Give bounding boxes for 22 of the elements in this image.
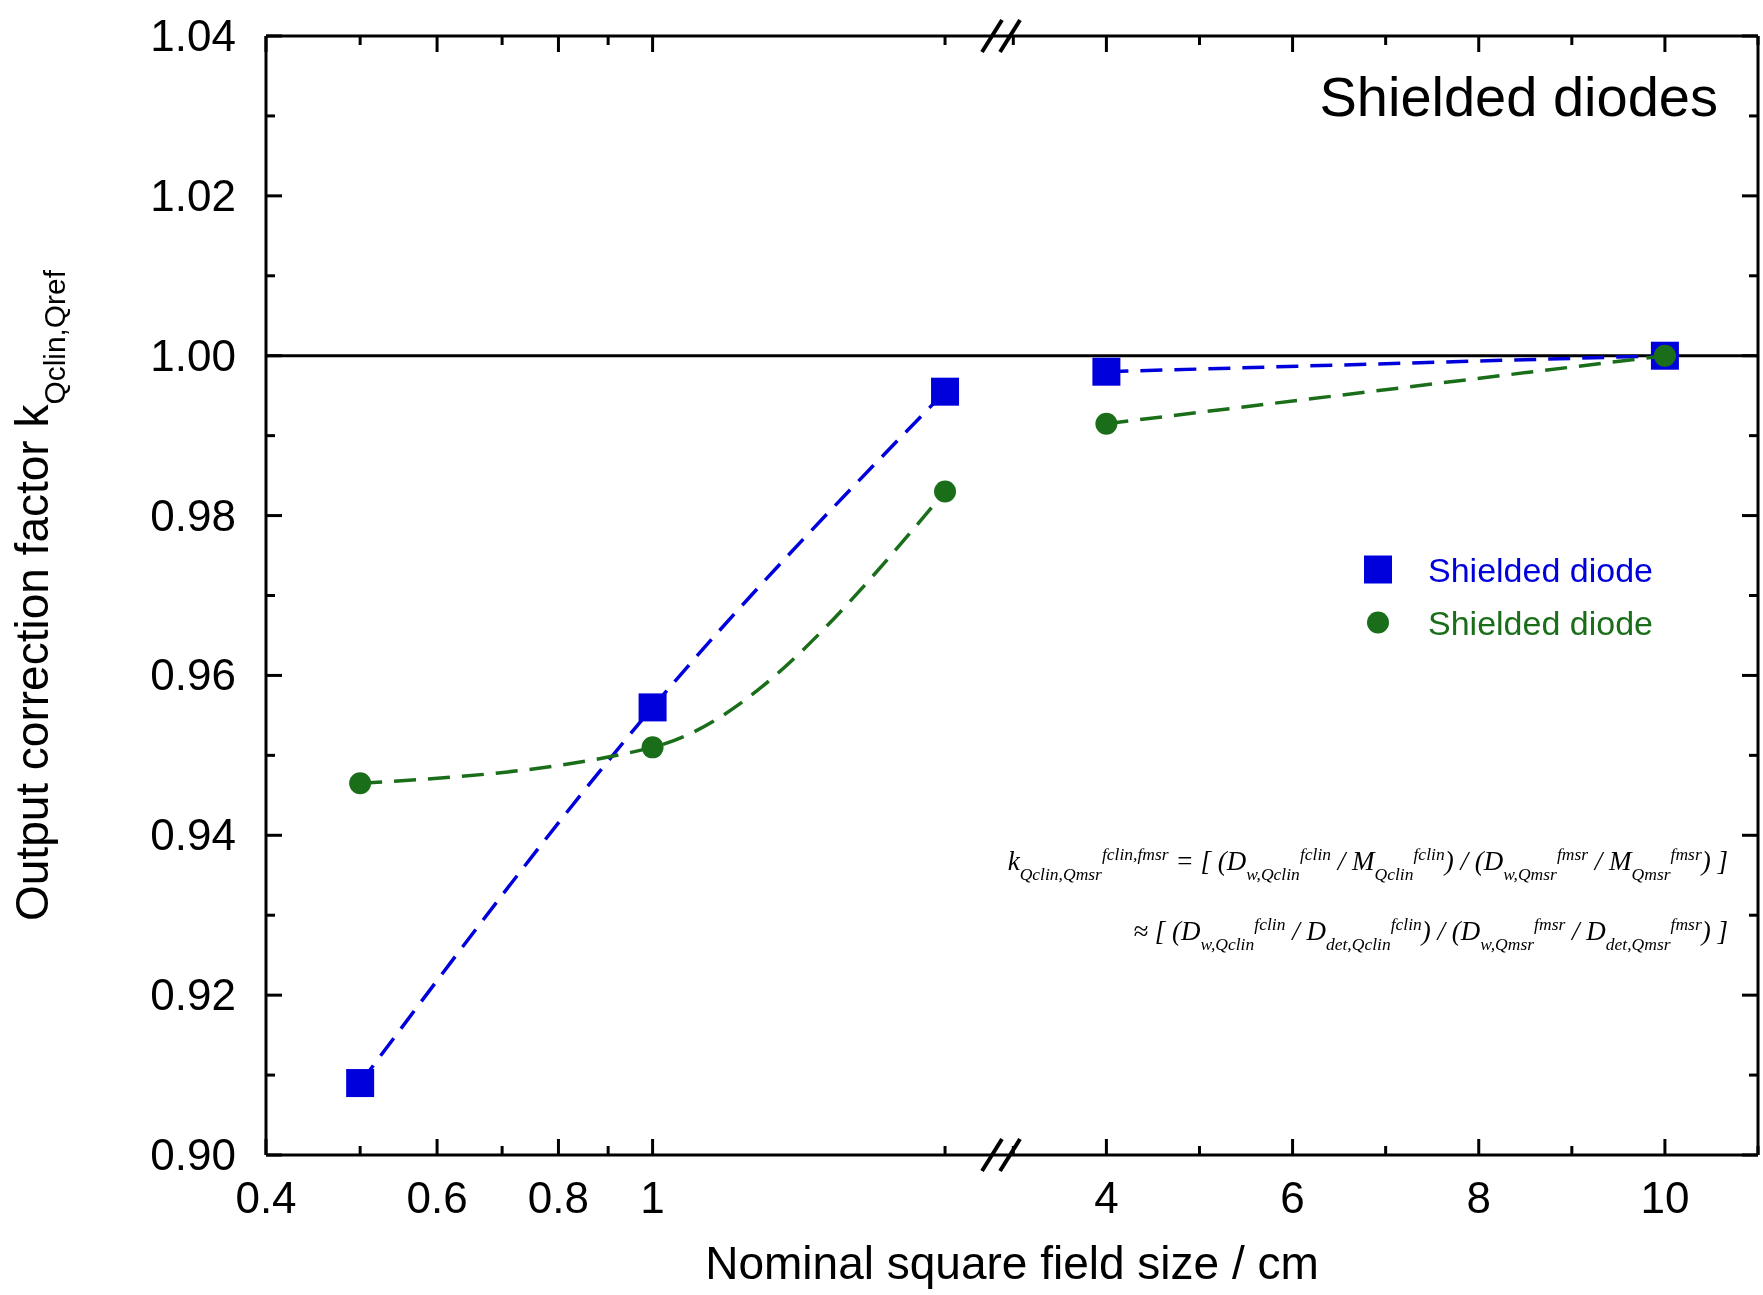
text: ≈ [ (D$_{w,Qclin}$$^{fclin}$ / D$_{det,Qclin}$$^{fclin}$) / (D$_{w,Qmsr}$$^{fmsr}$ / D$_{det,Qmsr}$$^{fmsr}$) ]: [1133, 914, 1728, 954]
y-tick-label: 0.96: [150, 650, 236, 700]
x-axis-title: Nominal square field size / cm: [705, 1237, 1319, 1289]
legend-label: Shielded diode: [1428, 550, 1653, 589]
x-tick-label: 8: [1466, 1173, 1491, 1222]
y-tick-label: 0.98: [150, 490, 236, 540]
legend-label: Shielded diode: [1428, 603, 1653, 642]
y-tick-label: 1.00: [150, 330, 236, 380]
text: k$_{Qclin,Qmsr}$$^{fclin,fmsr}$ = [ (D$_{w,Qclin}$$^{fclin}$ / M$_{Qclin}$$^{fclin}$) / (D$_{w,Qmsr}$$^{fmsr}$ / M$_{Qmsr}$$^{fmsr}$) ]: [1007, 844, 1728, 884]
x-tick-label: 6: [1280, 1173, 1305, 1222]
x-tick-label: 10: [1640, 1173, 1690, 1222]
y-tick-label: 0.94: [150, 810, 236, 860]
y-tick-label: 1.02: [150, 170, 236, 220]
x-tick-label: 4: [1094, 1173, 1119, 1222]
x-tick-label: 0.8: [527, 1173, 590, 1222]
text: Shielded diodes: [1319, 65, 1718, 128]
y-tick-label: 1.04: [150, 11, 236, 60]
x-tick-label: 1: [640, 1173, 665, 1222]
y-tick-label: 0.90: [150, 1130, 236, 1179]
x-tick-label: 0.4: [235, 1173, 297, 1222]
x-tick-label: 0.6: [406, 1173, 468, 1222]
y-tick-label: 0.92: [150, 970, 236, 1020]
